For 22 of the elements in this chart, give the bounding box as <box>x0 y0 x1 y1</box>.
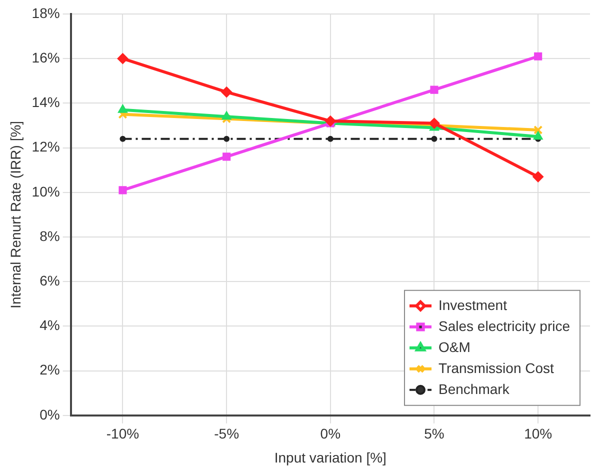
x-tick-label: -10% <box>106 426 140 442</box>
legend-label: Transmission Cost <box>438 360 554 376</box>
y-tick-label: 8% <box>40 228 60 244</box>
y-tick-label: 6% <box>40 272 60 288</box>
y-axis-title: Internal Renurt Rate (IRR) [%] <box>7 120 24 308</box>
x-tick-label: 0% <box>320 426 341 442</box>
x-tick-label: 5% <box>424 426 444 442</box>
y-tick-label: 12% <box>32 138 60 155</box>
y-tick-label: 2% <box>40 362 60 378</box>
legend-label: Benchmark <box>438 380 510 397</box>
y-tick-label: 10% <box>32 183 60 200</box>
legend-label: O&M <box>438 338 470 355</box>
y-tick-label: 18% <box>32 4 60 21</box>
legend-label: Investment <box>438 296 508 313</box>
x-tick-label: 10% <box>524 426 552 442</box>
y-tick-label: 0% <box>40 406 60 422</box>
x-axis-title: Input variation [%] <box>274 449 386 466</box>
y-tick-label: 4% <box>40 317 60 334</box>
legend-label: Sales electricity price <box>438 318 570 334</box>
x-tick-label: -5% <box>214 426 240 442</box>
y-tick-label: 14% <box>32 94 60 110</box>
y-tick-label: 16% <box>32 49 60 66</box>
